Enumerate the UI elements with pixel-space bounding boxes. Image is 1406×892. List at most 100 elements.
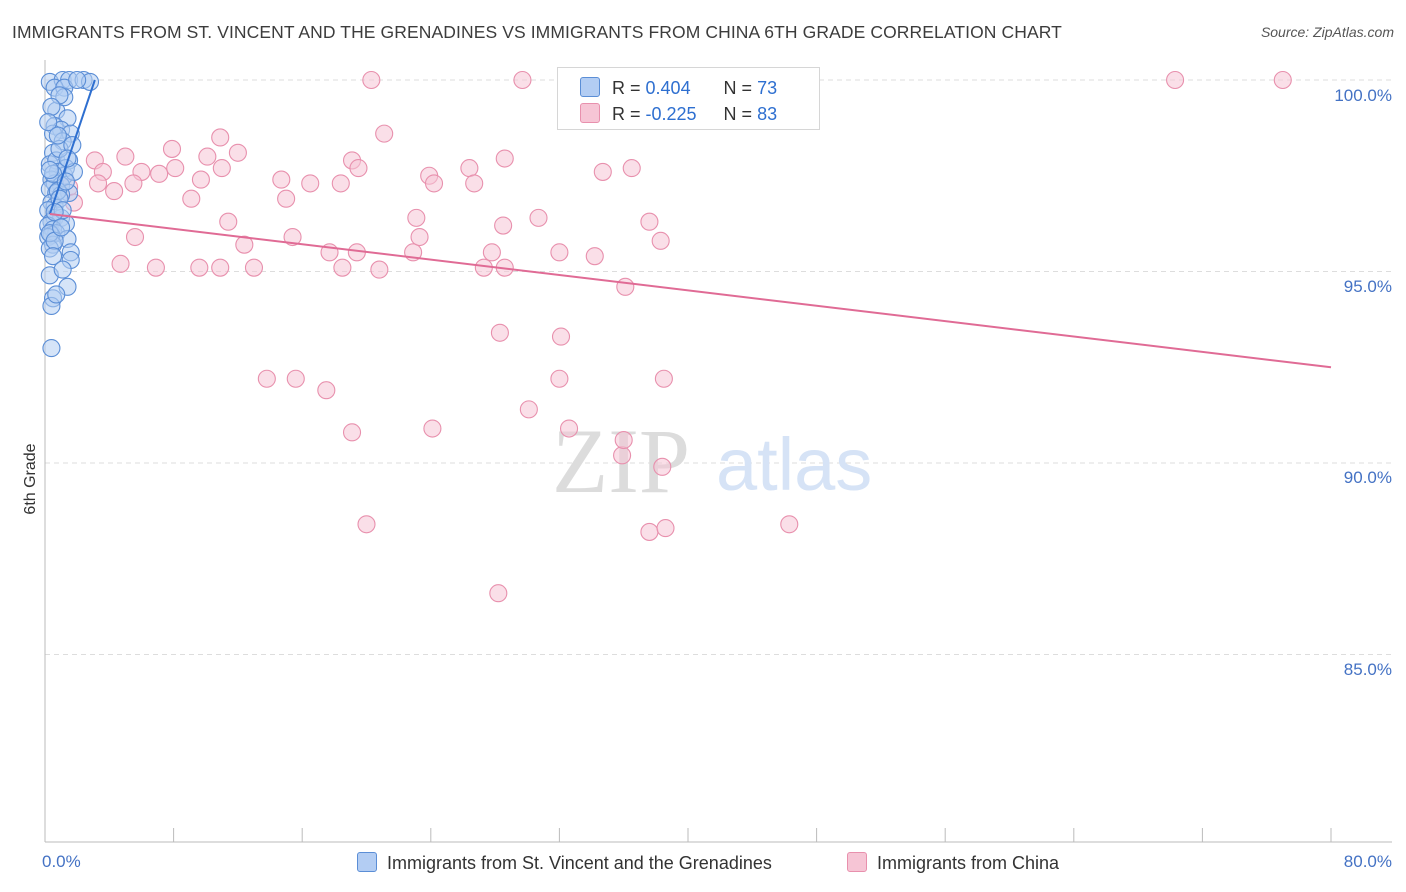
blue-point — [39, 113, 58, 132]
pink-point — [489, 584, 508, 603]
n-label: N = — [723, 78, 753, 98]
pink-point — [228, 143, 247, 162]
pink-point — [474, 258, 493, 277]
pink-point — [494, 216, 513, 235]
pink-swatch — [580, 103, 600, 123]
pink-point — [613, 446, 632, 465]
pink-point — [495, 149, 514, 168]
pink-point — [301, 174, 320, 193]
legend-row-blue: R = 0.404 N = 73 — [580, 77, 777, 101]
pink-point — [423, 419, 442, 438]
r-label: R = — [612, 104, 641, 124]
pink-point — [331, 174, 350, 193]
pink-point — [357, 515, 376, 534]
legend-label: Immigrants from St. Vincent and the Gren… — [387, 853, 772, 873]
grid-lines — [45, 79, 1392, 655]
pink-point — [407, 208, 426, 227]
pink-point — [219, 212, 238, 231]
pink-point — [460, 159, 479, 178]
pink-point — [410, 227, 429, 247]
pink-point — [559, 419, 579, 438]
pink-point — [211, 128, 230, 147]
pink-point — [349, 159, 368, 178]
pink-point — [362, 70, 381, 90]
pink-point — [614, 430, 633, 450]
pink-point — [551, 327, 571, 346]
trend-lines — [48, 79, 1332, 369]
blue-swatch — [357, 852, 377, 872]
chart-title: IMMIGRANTS FROM ST. VINCENT AND THE GREN… — [12, 22, 1062, 42]
pink-point — [124, 174, 143, 193]
pink-point — [370, 260, 389, 279]
blue-point — [43, 247, 63, 266]
pink-point — [286, 369, 305, 388]
watermark-atlas: atlas — [716, 423, 872, 506]
pink-swatch — [847, 852, 867, 872]
pink-point — [654, 369, 673, 388]
pink-point — [640, 212, 659, 231]
pink-point — [651, 231, 670, 250]
pink-point — [593, 162, 612, 181]
stats-legend: R = 0.404 N = 73 R = -0.225 N = 83 — [557, 67, 820, 130]
pink-point — [513, 70, 532, 90]
legend-row-pink: R = -0.225 N = 83 — [580, 103, 777, 127]
blue-trend-line — [48, 79, 96, 215]
pink-trend-line — [49, 213, 1332, 369]
pink-point — [272, 170, 291, 189]
pink-point — [182, 189, 201, 208]
pink-point — [550, 369, 569, 388]
blue-point — [45, 203, 64, 222]
blue-series-points — [39, 70, 100, 358]
pink-point — [235, 235, 254, 254]
pink-point — [317, 381, 336, 400]
pink-series-points — [60, 70, 1292, 603]
r-value: -0.225 — [645, 104, 697, 124]
pink-point — [375, 124, 394, 143]
pink-point — [105, 182, 124, 201]
pink-point — [656, 519, 675, 538]
x-tick-label-min: 0.0% — [42, 852, 81, 871]
pink-point — [1273, 70, 1292, 90]
pink-point — [616, 277, 635, 296]
pink-point — [116, 147, 135, 166]
y-axis-label: 6th Grade — [22, 443, 39, 515]
blue-point — [53, 260, 72, 279]
pink-point — [150, 164, 169, 183]
pink-point — [465, 174, 484, 193]
pink-point — [482, 243, 501, 262]
pink-point — [277, 189, 296, 208]
pink-point — [424, 174, 444, 193]
pink-point — [212, 159, 231, 178]
pink-point — [529, 208, 548, 227]
pink-point — [490, 323, 509, 342]
y-tick-label: 85.0% — [1343, 660, 1392, 679]
pink-point — [780, 515, 799, 534]
blue-swatch — [580, 77, 600, 97]
pink-point — [190, 258, 209, 277]
pink-point — [211, 258, 230, 277]
pink-point — [146, 258, 165, 277]
legend-item-pink: Immigrants from China — [847, 852, 1059, 874]
pink-point — [191, 170, 210, 189]
pink-point — [640, 522, 659, 541]
y-tick-label: 100.0% — [1334, 86, 1392, 105]
pink-point — [162, 139, 182, 158]
blue-point — [48, 126, 67, 145]
pink-point — [1166, 70, 1185, 90]
blue-point — [42, 339, 61, 358]
x-tick-label-max: 80.0% — [1343, 852, 1392, 871]
pink-point — [585, 247, 604, 266]
y-tick-label: 90.0% — [1343, 468, 1392, 487]
n-label: N = — [723, 104, 753, 124]
blue-point — [42, 97, 61, 116]
legend-label: Immigrants from China — [877, 853, 1060, 873]
pink-point — [283, 227, 302, 247]
pink-point — [125, 227, 145, 247]
n-value: 73 — [757, 78, 778, 98]
pink-point — [198, 147, 217, 166]
source-label: Source: ZipAtlas.com — [1260, 24, 1394, 40]
pink-point — [257, 369, 276, 388]
pink-point — [333, 258, 352, 277]
pink-point — [622, 159, 641, 178]
